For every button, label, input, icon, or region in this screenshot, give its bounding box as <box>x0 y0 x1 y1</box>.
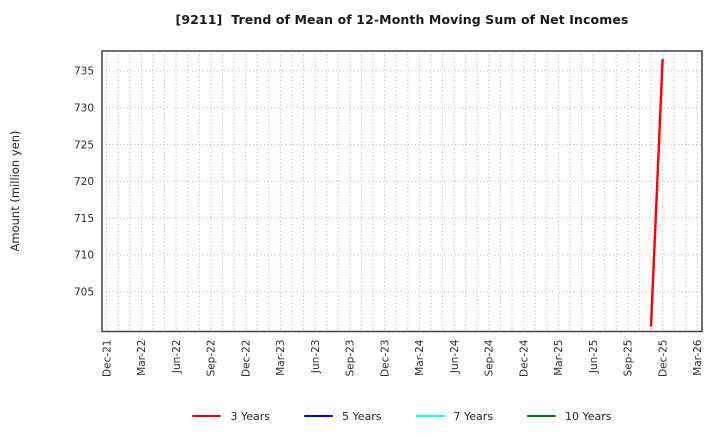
y-tick-label: 730 <box>74 102 94 114</box>
x-tick-label: Mar-26 <box>692 339 704 376</box>
legend-label-3-years: 3 Years <box>230 409 270 423</box>
plot-border <box>101 50 703 333</box>
legend: 3 Years 5 Years 7 Years 10 Years <box>102 405 702 427</box>
x-tick-label: Dec-24 <box>518 339 530 377</box>
legend-line-7-years <box>415 414 445 418</box>
legend-item-3-years: 3 Years <box>192 411 270 422</box>
x-tick-label: Mar-22 <box>136 340 148 376</box>
legend-item-7-years: 7 Years <box>415 409 494 423</box>
x-tick-label: Dec-25 <box>657 340 669 377</box>
legend-label-10-years: 10 Years <box>565 409 612 423</box>
legend-item-10-years: 10 Years <box>527 411 612 422</box>
y-tick-label: 720 <box>74 176 94 188</box>
legend-label-7-years: 7 Years <box>453 409 494 423</box>
x-tick-label: Sep-25 <box>623 340 635 377</box>
x-tick-label: Mar-23 <box>275 340 287 376</box>
y-tick-label: 715 <box>74 213 94 225</box>
legend-line-10-years <box>527 414 557 418</box>
x-tick-label: Dec-22 <box>240 340 252 377</box>
x-tick-label: Sep-22 <box>206 340 218 377</box>
y-tick-label: 735 <box>74 66 94 78</box>
x-tick-label: Jun-22 <box>171 340 183 375</box>
legend-label-5-years: 5 Years <box>341 409 382 423</box>
x-tick-label: Dec-23 <box>379 340 391 377</box>
legend-item-5-years: 5 Years <box>303 409 382 423</box>
x-tick-label: Jun-24 <box>449 339 461 374</box>
legend-line-5-years <box>303 414 333 418</box>
chart-title: [9211] Trend of Mean of 12-Month Moving … <box>175 12 629 27</box>
y-tick-label: 710 <box>74 250 94 262</box>
y-tick-label: 705 <box>74 287 94 299</box>
series-line-3-years <box>649 58 664 327</box>
x-tick-label: Mar-24 <box>414 339 426 376</box>
x-tick-label: Dec-21 <box>101 340 113 377</box>
x-tick-label: Sep-23 <box>345 340 357 377</box>
x-tick-label: Sep-24 <box>484 339 496 376</box>
x-tick-label: Jun-25 <box>588 340 600 375</box>
legend-line-3-years <box>192 414 222 418</box>
x-tick-label: Mar-25 <box>553 340 565 376</box>
y-tick-label: 725 <box>74 139 94 151</box>
x-tick-label: Jun-23 <box>310 340 322 375</box>
